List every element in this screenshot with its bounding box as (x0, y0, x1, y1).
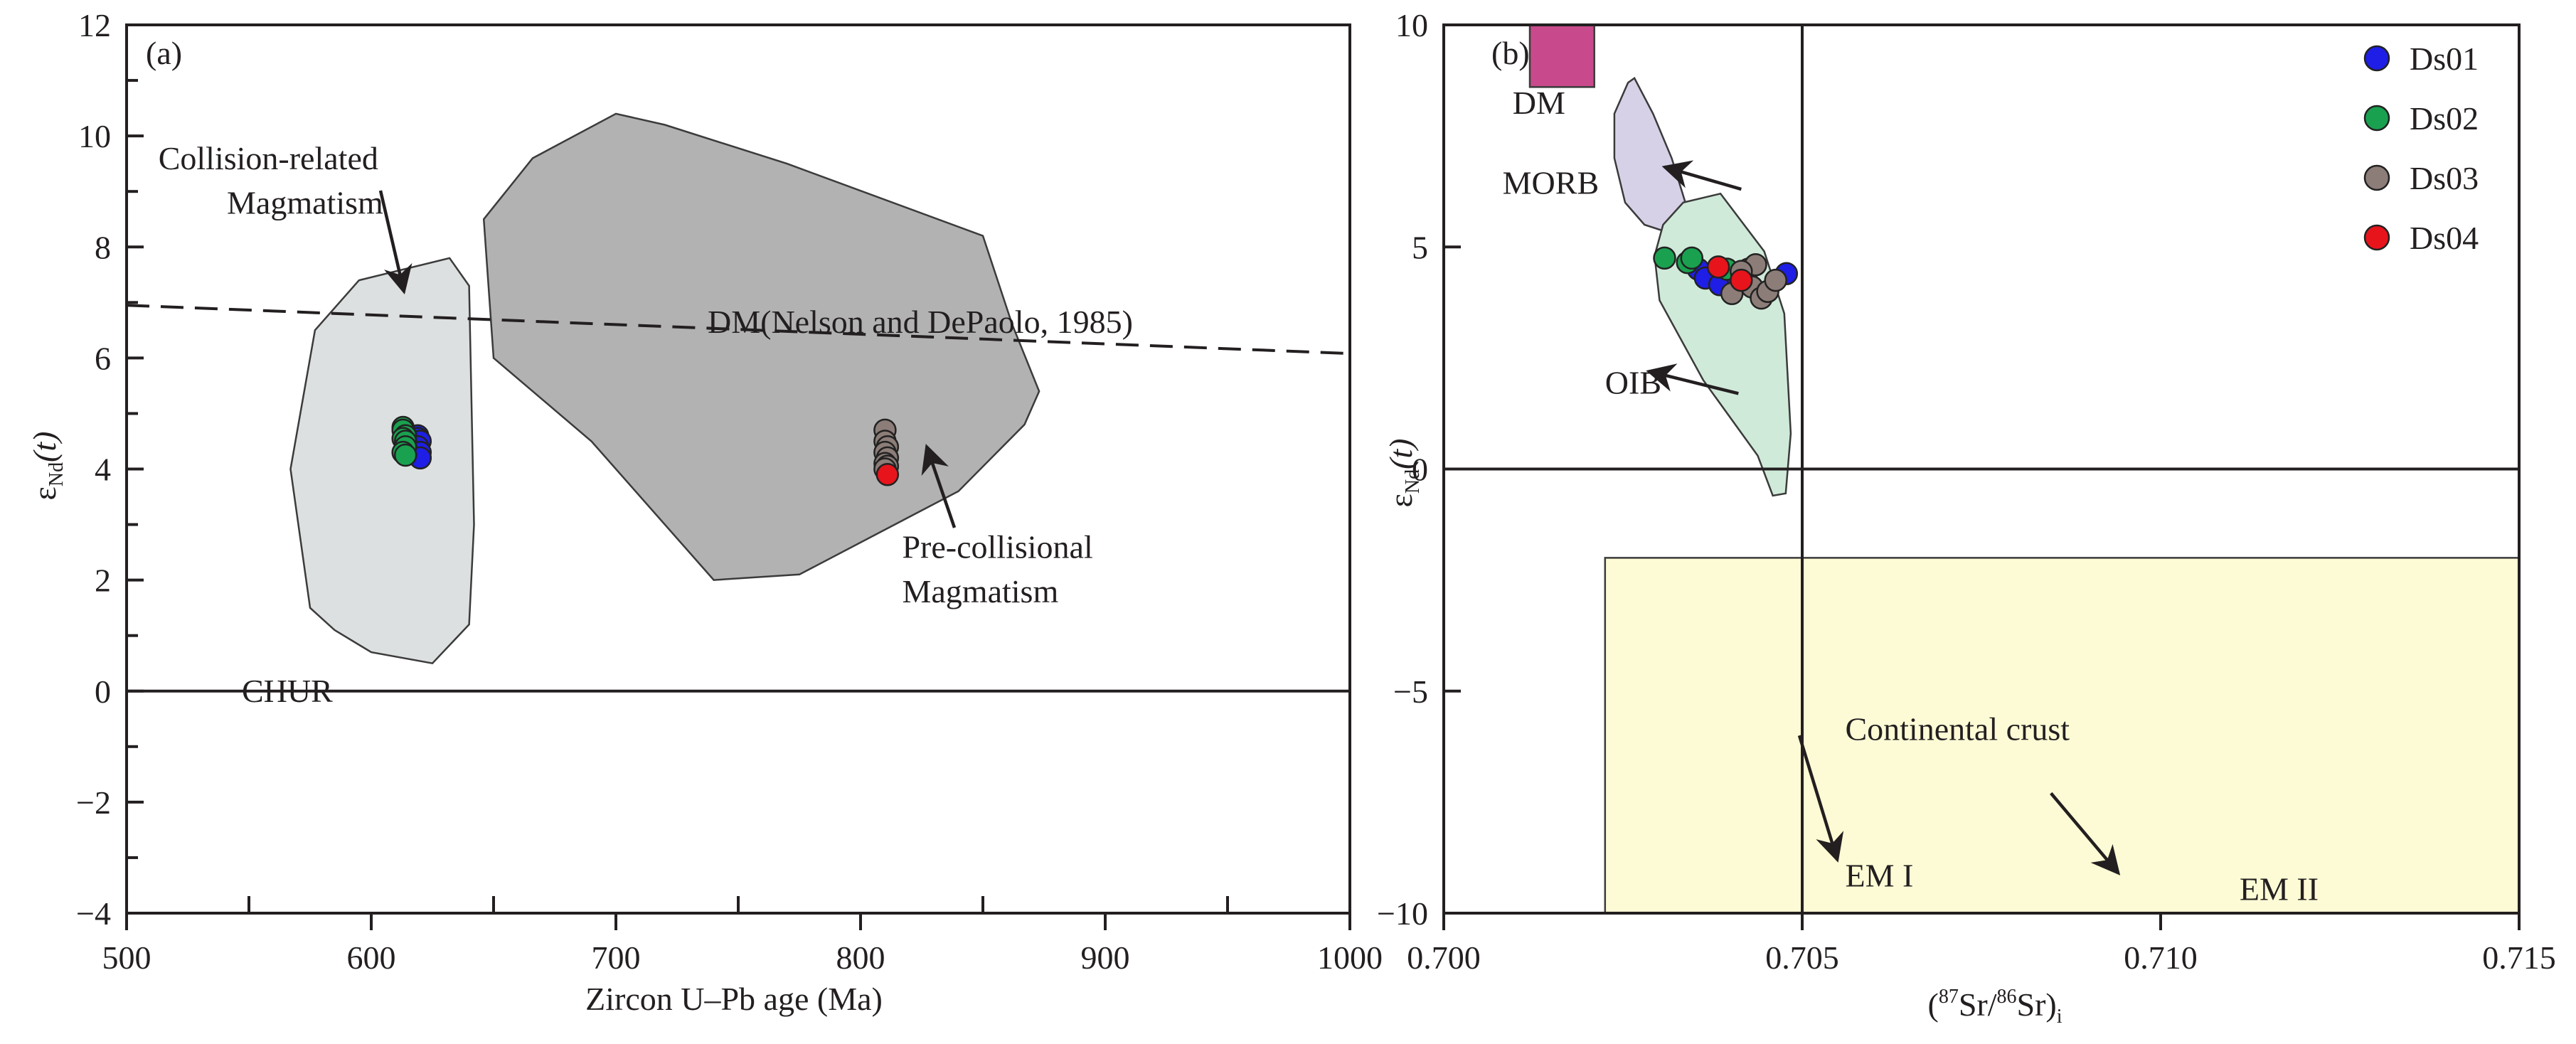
annotation-magmatism: Magmatism (902, 573, 1058, 609)
y-tick-label: 12 (78, 7, 111, 43)
annotation-pre-collisional: Pre-collisional (902, 528, 1092, 565)
y-tick-label: 10 (1395, 7, 1428, 43)
point-ds02 (393, 443, 417, 467)
x-tick-label: 800 (836, 939, 885, 976)
y-tick-label: 2 (95, 563, 111, 599)
y-tick-label: 6 (95, 340, 111, 376)
annotation-em-i: EM I (1845, 858, 1913, 894)
y-tick-label: −4 (76, 895, 111, 932)
x-tick-label: 0.710 (2124, 939, 2198, 976)
x-tick-label: 700 (592, 939, 641, 976)
point-ds02 (1653, 246, 1676, 270)
annotation-oib: OIB (1605, 364, 1661, 400)
annotation-morb: MORB (1503, 164, 1599, 201)
panel-a-y-axis-title-tail: (t) (26, 432, 63, 462)
panel-a-x-axis-title: Zircon U–Pb age (Ma) (585, 981, 883, 1017)
legend-marker-ds02 (2363, 105, 2390, 132)
y-tick-label: −2 (76, 784, 111, 821)
panel-a-points (391, 415, 900, 486)
x-tick-label: 0.715 (2482, 939, 2556, 976)
y-tick-label: 10 (78, 118, 111, 154)
dm-line-label: DM(Nelson and DePaolo, 1985) (708, 304, 1133, 340)
point-ds04 (875, 463, 900, 486)
panel-a: 500 600 700 800 900 1000 −4 −2 0 2 4 6 8 10 12 (a) Zir… (26, 7, 1383, 1017)
x-tick-label: 600 (347, 939, 396, 976)
x-tick-label: 1000 (1317, 939, 1383, 976)
legend-marker-ds03 (2363, 164, 2390, 191)
x-tick-label: 0.700 (1407, 939, 1481, 976)
panel-b-arrows (1646, 160, 2121, 875)
x-tick-label: 0.705 (1765, 939, 1839, 976)
panel-b-y-axis-title: εNd(t) (1383, 439, 1424, 508)
legend-label-ds01: Ds01 (2410, 41, 2479, 77)
panel-b: 0.700 0.705 0.710 0.715 −10 −5 0 5 10 (b) (87Sr/… (1377, 7, 2556, 1028)
annotation-arrow (2050, 792, 2121, 875)
x-title-sub: i (2057, 1006, 2063, 1028)
collision-arrow (378, 190, 413, 294)
x-title-sup2: 86 (1997, 986, 2017, 1008)
legend-label-ds04: Ds04 (2410, 220, 2479, 256)
legend-marker-ds04 (2363, 224, 2390, 251)
panel-a-y-axis-title-sub: Nd (46, 462, 68, 486)
y-tick-label: −5 (1393, 673, 1428, 710)
panel-b-labels: (b) (87Sr/86Sr)i εNd(t) DM MORB OIB Contine… (1383, 35, 2319, 1028)
field-pre-collision-field (482, 112, 1040, 581)
panel-a-reference-lines (126, 304, 1351, 693)
annotation-arrow (1646, 363, 1739, 395)
legend: Ds01 Ds02 Ds03 Ds04 (2363, 41, 2479, 256)
x-title-sup1: 87 (1939, 986, 1959, 1008)
field-oib (1654, 192, 1792, 497)
panel-b-reference-lines (1444, 25, 2519, 913)
annotation-arrow (1661, 160, 1742, 191)
x-tick-label: 900 (1081, 939, 1130, 976)
field-dm (1528, 23, 1595, 88)
panel-b-points (1653, 246, 1799, 310)
annotation-magmatism: Magmatism (227, 184, 383, 220)
x-title-mid2: Sr) (2017, 986, 2057, 1023)
legend-label-ds03: Ds03 (2410, 160, 2479, 196)
panel-a-y-axis-title: εNd(t) (26, 432, 68, 501)
x-tick-label: 500 (102, 939, 151, 976)
panel-a-arrows (378, 190, 957, 528)
point-ds04 (1730, 268, 1753, 292)
chur-line-label: CHUR (242, 673, 333, 709)
y-tick-label: 8 (95, 229, 111, 265)
panel-b-ticks: 0.700 0.705 0.710 0.715 −10 −5 0 5 10 (1377, 7, 2556, 976)
panel-b-x-axis-title: (87Sr/86Sr)i (1927, 986, 2062, 1028)
y-tick-label: 5 (1412, 229, 1428, 265)
panel-a-label: (a) (146, 35, 182, 71)
field-collision-field (289, 257, 475, 665)
annotation-arrow (1797, 735, 1844, 863)
point-ds04 (1706, 255, 1730, 279)
y-tick-label: 0 (1412, 452, 1428, 488)
panel-b-label: (b) (1491, 35, 1530, 71)
legend-label-ds02: Ds02 (2410, 100, 2479, 137)
panel-a-ticks: 500 600 700 800 900 1000 −4 −2 0 2 4 6 8 10 12 (76, 7, 1383, 976)
panel-b-y-axis-title-tail: (t) (1383, 439, 1419, 469)
y-tick-label: 0 (95, 673, 111, 710)
panel-b-y-axis-title-sub: Nd (1402, 469, 1424, 494)
panel-a-labels: (a) Zircon U–Pb age (Ma) εNd(t) DM(Nelso… (26, 35, 1133, 1017)
panel-a-fields (289, 112, 1040, 665)
annotation-em-ii: EM II (2240, 870, 2319, 907)
panel-b-y-axis-title-main: ε (1383, 494, 1419, 507)
legend-marker-ds01 (2363, 45, 2390, 72)
x-title-pre: ( (1927, 986, 1938, 1023)
annotation-dm: DM (1513, 85, 1565, 121)
point-ds02 (1680, 246, 1704, 270)
pre-collision-arrow (921, 444, 957, 528)
point-ds03 (1764, 268, 1787, 292)
annotation-continental-crust: Continental crust (1845, 710, 2070, 747)
y-tick-label: 4 (95, 452, 111, 488)
y-tick-label: −10 (1377, 895, 1428, 932)
annotation-collision-related: Collision-related (159, 140, 378, 176)
panel-a-y-axis-title-main: ε (26, 486, 63, 500)
x-title-mid1: Sr/ (1959, 986, 1997, 1023)
